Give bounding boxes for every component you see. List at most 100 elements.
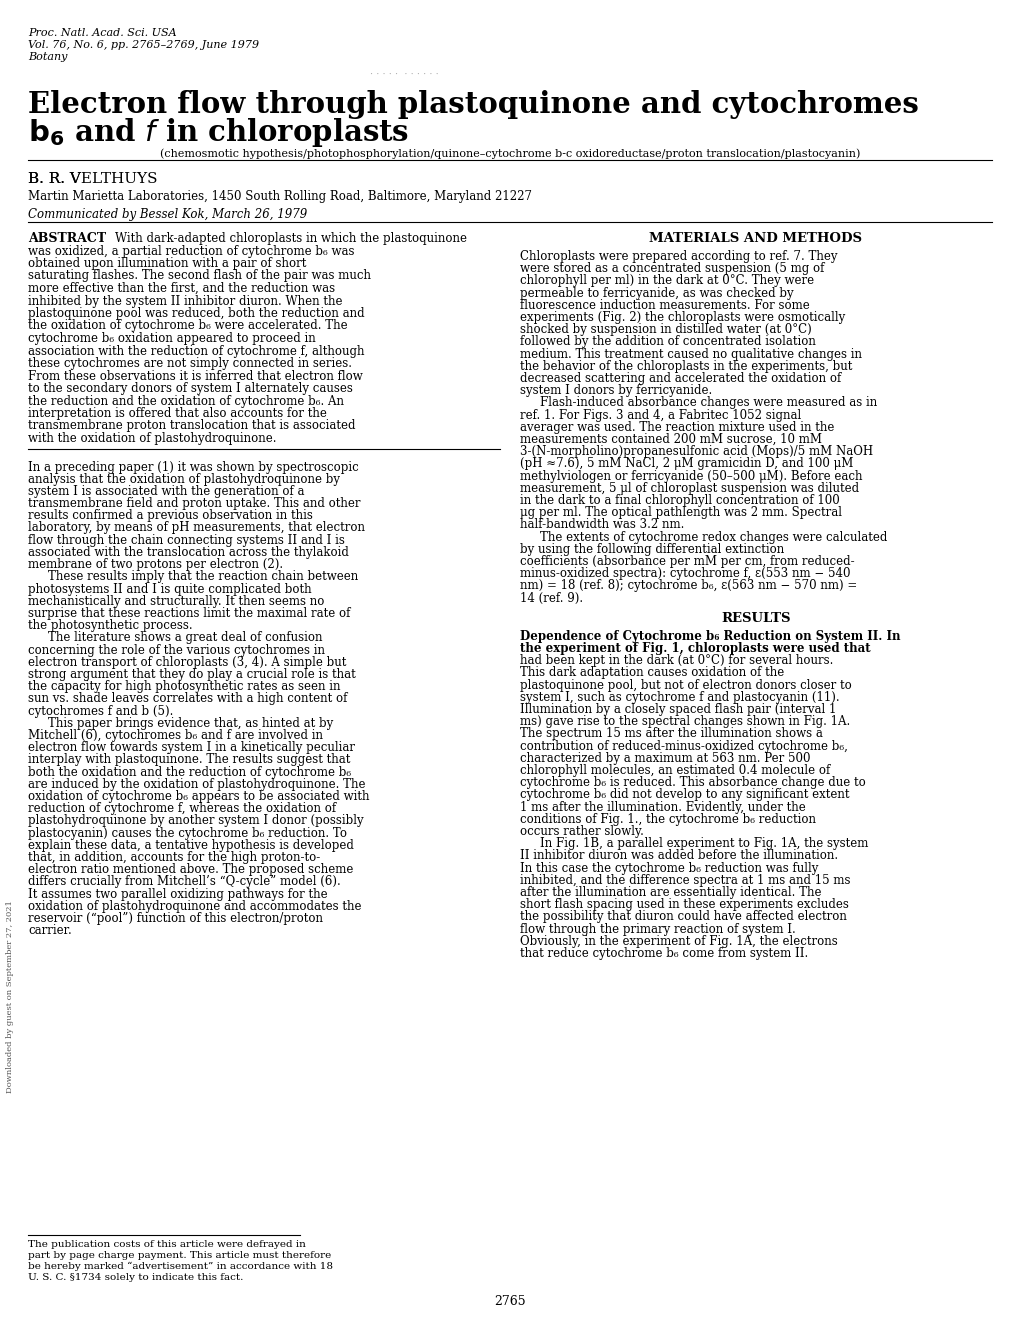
Text: cytochrome b₆ is reduced. This absorbance change due to: cytochrome b₆ is reduced. This absorbanc… (520, 776, 865, 789)
Text: surprise that these reactions limit the maximal rate of: surprise that these reactions limit the … (28, 607, 351, 620)
Text: the photosynthetic process.: the photosynthetic process. (28, 619, 193, 632)
Text: mechanistically and structurally. It then seems no: mechanistically and structurally. It the… (28, 595, 324, 607)
Text: measurements contained 200 mM sucrose, 10 mM: measurements contained 200 mM sucrose, 1… (520, 433, 821, 446)
Text: plastoquinone pool, but not of electron donors closer to: plastoquinone pool, but not of electron … (520, 678, 851, 692)
Text: concerning the role of the various cytochromes in: concerning the role of the various cytoc… (28, 644, 325, 656)
Text: interplay with plastoquinone. The results suggest that: interplay with plastoquinone. The result… (28, 754, 351, 767)
Text: explain these data, a tentative hypothesis is developed: explain these data, a tentative hypothes… (28, 838, 354, 851)
Text: MATERIALS AND METHODS: MATERIALS AND METHODS (649, 232, 862, 246)
Text: Obviously, in the experiment of Fig. 1A, the electrons: Obviously, in the experiment of Fig. 1A,… (520, 935, 837, 948)
Text: conditions of Fig. 1., the cytochrome b₆ reduction: conditions of Fig. 1., the cytochrome b₆… (520, 813, 815, 826)
Text: This paper brings evidence that, as hinted at by: This paper brings evidence that, as hint… (48, 717, 333, 730)
Text: plastoquinone pool was reduced, both the reduction and: plastoquinone pool was reduced, both the… (28, 308, 364, 319)
Text: (pH ≈7.6), 5 mM NaCl, 2 μM gramicidin D, and 100 μM: (pH ≈7.6), 5 mM NaCl, 2 μM gramicidin D,… (520, 458, 853, 470)
Text: These results imply that the reaction chain between: These results imply that the reaction ch… (48, 570, 358, 583)
Text: are induced by the oxidation of plastohydroquinone. The: are induced by the oxidation of plastohy… (28, 777, 365, 791)
Text: Communicated by Bessel Kok, March 26, 1979: Communicated by Bessel Kok, March 26, 19… (28, 209, 307, 220)
Text: characterized by a maximum at 563 nm. Per 500: characterized by a maximum at 563 nm. Pe… (520, 752, 810, 764)
Text: ref. 1. For Figs. 3 and 4, a Fabritec 1052 signal: ref. 1. For Figs. 3 and 4, a Fabritec 10… (520, 409, 801, 421)
Text: more effective than the first, and the reduction was: more effective than the first, and the r… (28, 282, 335, 294)
Text: minus-oxidized spectra): cytochrome f, ε(553 nm − 540: minus-oxidized spectra): cytochrome f, ε… (520, 568, 850, 581)
Text: Dependence of Cytochrome b₆ Reduction on System II. In: Dependence of Cytochrome b₆ Reduction on… (520, 630, 900, 643)
Text: system I is associated with the generation of a: system I is associated with the generati… (28, 484, 305, 498)
Text: ms) gave rise to the spectral changes shown in Fig. 1A.: ms) gave rise to the spectral changes sh… (520, 715, 850, 729)
Text: 1 ms after the illumination. Evidently, under the: 1 ms after the illumination. Evidently, … (520, 801, 805, 813)
Text: obtained upon illumination with a pair of short: obtained upon illumination with a pair o… (28, 257, 306, 271)
Text: transmembrane proton translocation that is associated: transmembrane proton translocation that … (28, 420, 356, 433)
Text: strong argument that they do play a crucial role is that: strong argument that they do play a cruc… (28, 668, 356, 681)
Text: that reduce cytochrome b₆ come from system II.: that reduce cytochrome b₆ come from syst… (520, 946, 807, 960)
Text: methylviologen or ferricyanide (50–500 μM). Before each: methylviologen or ferricyanide (50–500 μ… (520, 470, 862, 483)
Text: From these observations it is inferred that electron flow: From these observations it is inferred t… (28, 370, 363, 383)
Text: photosystems II and I is quite complicated both: photosystems II and I is quite complicat… (28, 582, 312, 595)
Text: by using the following differential extinction: by using the following differential exti… (520, 543, 784, 556)
Text: This dark adaptation causes oxidation of the: This dark adaptation causes oxidation of… (520, 667, 784, 680)
Text: nm) = 18 (ref. 8); cytochrome b₆, ε(563 nm − 570 nm) =: nm) = 18 (ref. 8); cytochrome b₆, ε(563 … (520, 579, 856, 593)
Text: oxidation of cytochrome b₆ appears to be associated with: oxidation of cytochrome b₆ appears to be… (28, 789, 369, 803)
Text: II inhibitor diuron was added before the illumination.: II inhibitor diuron was added before the… (520, 849, 838, 862)
Text: flow through the primary reaction of system I.: flow through the primary reaction of sys… (520, 923, 795, 936)
Text: to the secondary donors of system I alternately causes: to the secondary donors of system I alte… (28, 381, 353, 395)
Text: 2765: 2765 (493, 1295, 526, 1308)
Text: $\mathbf{b_6}$ and $\mathbf{\mathit{f}}$ in chloroplasts: $\mathbf{b_6}$ and $\mathbf{\mathit{f}}$… (28, 116, 409, 149)
Text: analysis that the oxidation of plastohydroquinone by: analysis that the oxidation of plastohyd… (28, 473, 339, 486)
Text: both the oxidation and the reduction of cytochrome b₆: both the oxidation and the reduction of … (28, 766, 351, 779)
Text: Downloaded by guest on September 27, 2021: Downloaded by guest on September 27, 202… (6, 900, 14, 1093)
Text: chlorophyll per ml) in the dark at 0°C. They were: chlorophyll per ml) in the dark at 0°C. … (520, 275, 813, 288)
Text: differs crucially from Mitchell’s “Q-cycle” model (6).: differs crucially from Mitchell’s “Q-cyc… (28, 875, 340, 888)
Text: cytochrome b₆ did not develop to any significant extent: cytochrome b₆ did not develop to any sig… (520, 788, 849, 801)
Text: shocked by suspension in distilled water (at 0°C): shocked by suspension in distilled water… (520, 323, 811, 337)
Text: Illumination by a closely spaced flash pair (interval 1: Illumination by a closely spaced flash p… (520, 704, 836, 715)
Text: association with the reduction of cytochrome f, although: association with the reduction of cytoch… (28, 345, 364, 358)
Text: laboratory, by means of pH measurements, that electron: laboratory, by means of pH measurements,… (28, 521, 365, 535)
Text: saturating flashes. The second flash of the pair was much: saturating flashes. The second flash of … (28, 269, 371, 282)
Text: had been kept in the dark (at 0°C) for several hours.: had been kept in the dark (at 0°C) for s… (520, 655, 833, 667)
Text: cytochrome b₆ oxidation appeared to proceed in: cytochrome b₆ oxidation appeared to proc… (28, 333, 316, 345)
Text: μg per ml. The optical pathlength was 2 mm. Spectral: μg per ml. The optical pathlength was 2 … (520, 506, 841, 519)
Text: short flash spacing used in these experiments excludes: short flash spacing used in these experi… (520, 898, 848, 911)
Text: half-bandwidth was 3.2 nm.: half-bandwidth was 3.2 nm. (520, 519, 684, 532)
Text: the oxidation of cytochrome b₆ were accelerated. The: the oxidation of cytochrome b₆ were acce… (28, 319, 347, 333)
Text: reservoir (“pool”) function of this electron/proton: reservoir (“pool”) function of this elec… (28, 912, 323, 925)
Text: chlorophyll molecules, an estimated 0.4 molecule of: chlorophyll molecules, an estimated 0.4 … (520, 764, 829, 777)
Text: medium. This treatment caused no qualitative changes in: medium. This treatment caused no qualita… (520, 347, 861, 360)
Text: In this case the cytochrome b₆ reduction was fully: In this case the cytochrome b₆ reduction… (520, 862, 817, 875)
Text: coefficients (absorbance per mM per cm, from reduced-: coefficients (absorbance per mM per cm, … (520, 554, 854, 568)
Text: part by page charge payment. This article must therefore: part by page charge payment. This articl… (28, 1251, 331, 1261)
Text: in the dark to a final chlorophyll concentration of 100: in the dark to a final chlorophyll conce… (520, 494, 839, 507)
Text: Vol. 76, No. 6, pp. 2765–2769, June 1979: Vol. 76, No. 6, pp. 2765–2769, June 1979 (28, 40, 259, 50)
Text: Chloroplasts were prepared according to ref. 7. They: Chloroplasts were prepared according to … (520, 249, 837, 263)
Text: The extents of cytochrome redox changes were calculated: The extents of cytochrome redox changes … (539, 531, 887, 544)
Text: cytochromes f and b (5).: cytochromes f and b (5). (28, 705, 173, 718)
Text: after the illumination are essentially identical. The: after the illumination are essentially i… (520, 886, 820, 899)
Text: oxidation of plastohydroquinone and accommodates the: oxidation of plastohydroquinone and acco… (28, 900, 361, 912)
Text: fluorescence induction measurements. For some: fluorescence induction measurements. For… (520, 298, 809, 312)
Text: associated with the translocation across the thylakoid: associated with the translocation across… (28, 546, 348, 558)
Text: electron ratio mentioned above. The proposed scheme: electron ratio mentioned above. The prop… (28, 863, 353, 876)
Text: 3-(N-morpholino)propanesulfonic acid (Mops)/5 mM NaOH: 3-(N-morpholino)propanesulfonic acid (Mo… (520, 445, 872, 458)
Text: be hereby marked “advertisement” in accordance with 18: be hereby marked “advertisement” in acco… (28, 1262, 332, 1271)
Text: 14 (ref. 9).: 14 (ref. 9). (520, 591, 583, 605)
Text: inhibited, and the difference spectra at 1 ms and 15 ms: inhibited, and the difference spectra at… (520, 874, 850, 887)
Text: electron transport of chloroplasts (3, 4). A simple but: electron transport of chloroplasts (3, 4… (28, 656, 346, 669)
Text: carrier.: carrier. (28, 924, 71, 937)
Text: measurement, 5 μl of chloroplast suspension was diluted: measurement, 5 μl of chloroplast suspens… (520, 482, 858, 495)
Text: the reduction and the oxidation of cytochrome b₆. An: the reduction and the oxidation of cytoc… (28, 395, 343, 408)
Text: electron flow towards system I in a kinetically peculiar: electron flow towards system I in a kine… (28, 741, 355, 754)
Text: membrane of two protons per electron (2).: membrane of two protons per electron (2)… (28, 558, 283, 572)
Text: averager was used. The reaction mixture used in the: averager was used. The reaction mixture … (520, 421, 834, 434)
Text: Electron flow through plastoquinone and cytochromes: Electron flow through plastoquinone and … (28, 90, 918, 119)
Text: with the oxidation of plastohydroquinone.: with the oxidation of plastohydroquinone… (28, 432, 276, 445)
Text: It assumes two parallel oxidizing pathways for the: It assumes two parallel oxidizing pathwa… (28, 887, 327, 900)
Text: Mitchell (6), cytochromes b₆ and f are involved in: Mitchell (6), cytochromes b₆ and f are i… (28, 729, 323, 742)
Text: system I, such as cytochrome f and plastocyanin (11).: system I, such as cytochrome f and plast… (520, 690, 839, 704)
Text: was oxidized, a partial reduction of cytochrome b₆ was: was oxidized, a partial reduction of cyt… (28, 244, 355, 257)
Text: The literature shows a great deal of confusion: The literature shows a great deal of con… (48, 631, 322, 644)
Text: that, in addition, accounts for the high proton-to-: that, in addition, accounts for the high… (28, 851, 320, 863)
Text: inhibited by the system II inhibitor diuron. When the: inhibited by the system II inhibitor diu… (28, 294, 342, 308)
Text: flow through the chain connecting systems II and I is: flow through the chain connecting system… (28, 533, 344, 546)
Text: Martin Marietta Laboratories, 1450 South Rolling Road, Baltimore, Maryland 21227: Martin Marietta Laboratories, 1450 South… (28, 190, 532, 203)
Text: sun vs. shade leaves correlates with a high content of: sun vs. shade leaves correlates with a h… (28, 692, 347, 705)
Text: permeable to ferricyanide, as was checked by: permeable to ferricyanide, as was checke… (520, 286, 793, 300)
Text: In a preceding paper (1) it was shown by spectroscopic: In a preceding paper (1) it was shown by… (28, 461, 359, 474)
